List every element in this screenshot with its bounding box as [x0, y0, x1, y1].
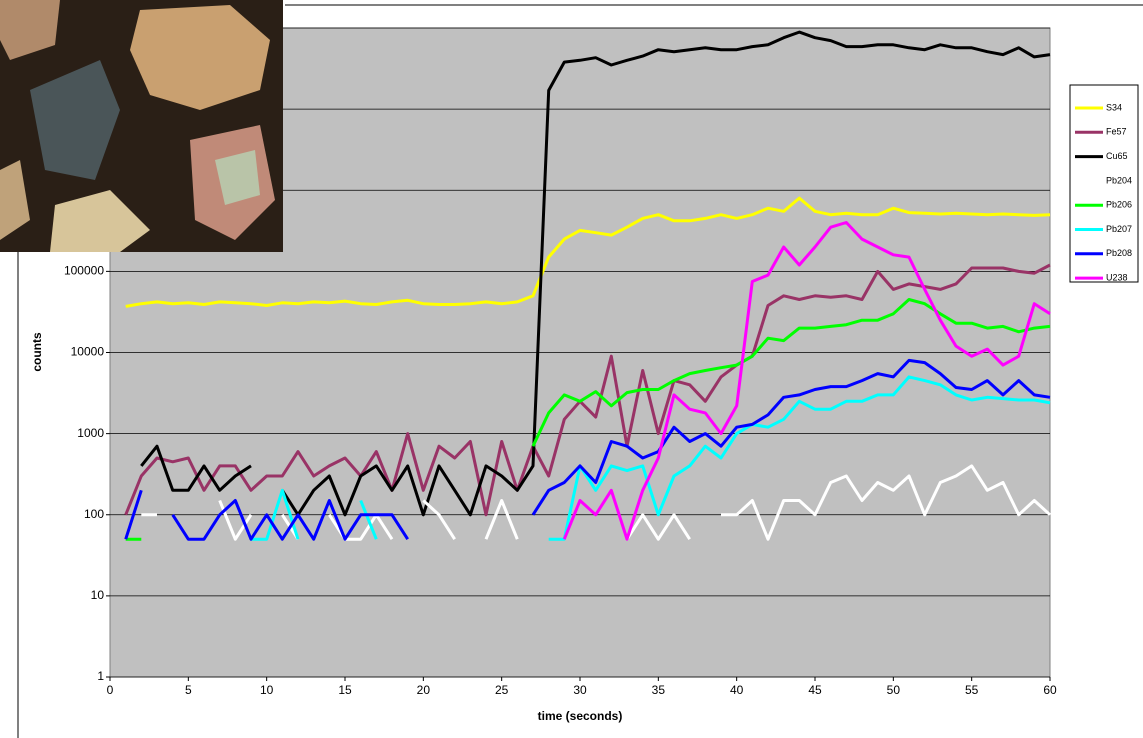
x-tick-label: 40 — [730, 683, 744, 697]
x-tick-label: 35 — [652, 683, 666, 697]
legend-label: Cu65 — [1106, 151, 1128, 161]
y-tick-label: 100000 — [64, 264, 104, 278]
x-tick-label: 45 — [808, 683, 822, 697]
x-tick-label: 15 — [338, 683, 352, 697]
photo-inset — [0, 0, 283, 252]
legend-label: U238 — [1106, 272, 1128, 282]
x-tick-label: 30 — [573, 683, 587, 697]
x-tick-label: 0 — [107, 683, 114, 697]
chart: 1101001000100001000001000000100000001000… — [0, 0, 1143, 738]
y-tick-label: 1000 — [77, 426, 104, 440]
x-tick-label: 20 — [417, 683, 431, 697]
x-tick-label: 25 — [495, 683, 509, 697]
y-tick-label: 1 — [97, 669, 104, 683]
legend-label: Pb206 — [1106, 200, 1132, 210]
y-tick-label: 10 — [91, 588, 105, 602]
y-tick-label: 100 — [84, 507, 104, 521]
x-tick-label: 50 — [887, 683, 901, 697]
legend-label: Fe57 — [1106, 127, 1127, 137]
x-tick-label: 55 — [965, 683, 979, 697]
y-tick-label: 10000 — [71, 345, 105, 359]
legend-label: S34 — [1106, 102, 1122, 112]
x-axis-title: time (seconds) — [538, 709, 623, 723]
x-tick-label: 60 — [1043, 683, 1057, 697]
legend-label: Pb204 — [1106, 175, 1132, 185]
y-axis-title: counts — [30, 332, 44, 372]
legend-label: Pb208 — [1106, 248, 1132, 258]
legend-label: Pb207 — [1106, 224, 1132, 234]
x-tick-label: 5 — [185, 683, 192, 697]
x-tick-label: 10 — [260, 683, 274, 697]
